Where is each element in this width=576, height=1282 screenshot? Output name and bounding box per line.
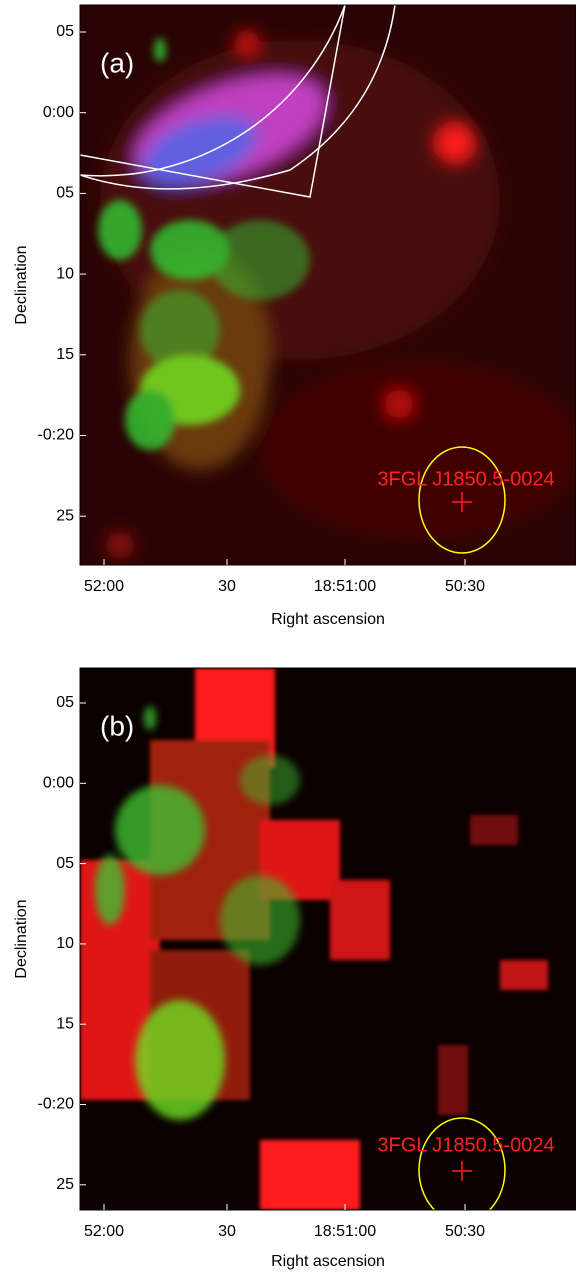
y-tick-label: -0:20	[38, 427, 75, 444]
y-tick-label: 05	[56, 23, 74, 40]
y-tick-label: 0:00	[43, 775, 74, 792]
frame	[79, 4, 576, 566]
source-label: 3FGL J1850.5-0024	[377, 468, 554, 490]
y-axis-label: Declination	[13, 899, 30, 978]
y-tick-label: 15	[56, 346, 74, 363]
x-tick-label: 50:30	[445, 1223, 485, 1240]
y-tick-label: 10	[56, 935, 74, 952]
x-tick-label: 30	[218, 1223, 236, 1240]
panel-label: (b)	[100, 710, 134, 741]
panel-image	[80, 668, 576, 1210]
x-tick-label: 52:00	[84, 578, 124, 595]
panel-image	[80, 5, 576, 565]
x-axis-label: Right ascension	[271, 1253, 385, 1270]
y-tick-label: 0:00	[43, 104, 74, 121]
x-tick-label: 50:30	[445, 578, 485, 595]
frame	[79, 667, 576, 1211]
y-tick-label: 05	[56, 694, 74, 711]
panel-label: (a)	[100, 47, 134, 78]
x-tick-label: 52:00	[84, 1223, 124, 1240]
y-axis-label: Declination	[13, 245, 30, 324]
y-tick-label: 05	[56, 185, 74, 202]
y-tick-label: 05	[56, 855, 74, 872]
y-tick-label: 25	[56, 1176, 74, 1193]
y-tick-label: 25	[56, 507, 74, 524]
x-tick-label: 30	[218, 578, 236, 595]
y-tick-label: 10	[56, 265, 74, 282]
x-tick-label: 18:51:00	[314, 578, 376, 595]
x-axis-label: Right ascension	[271, 611, 385, 628]
x-tick-label: 18:51:00	[314, 1223, 376, 1240]
y-tick-label: -0:20	[38, 1096, 75, 1113]
y-tick-label: 15	[56, 1015, 74, 1032]
source-label: 3FGL J1850.5-0024	[377, 1134, 554, 1156]
